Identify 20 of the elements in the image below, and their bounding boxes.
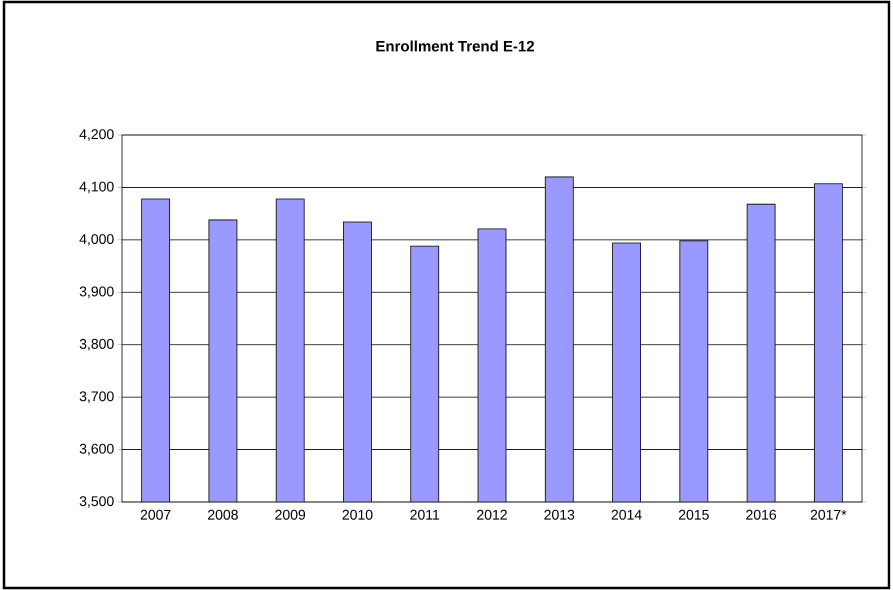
x-tick-label: 2016: [746, 510, 776, 520]
y-tick-label: 4,200: [79, 129, 114, 141]
chart-title: Enrollment Trend E-12: [376, 40, 534, 52]
y-tick-label: 4,100: [79, 182, 114, 194]
x-tick-label: 2015: [678, 510, 709, 520]
x-tick-label: 2009: [275, 510, 306, 520]
y-tick-label: 4,000: [79, 234, 114, 246]
x-tick-label: 2013: [544, 510, 574, 520]
y-tick-label: 3,900: [80, 286, 114, 298]
y-tick-label: 3,800: [80, 338, 114, 350]
x-tick-label: 2008: [208, 510, 238, 520]
y-tick-label: 3,700: [80, 391, 114, 403]
x-tick-label: 2012: [477, 510, 507, 520]
y-tick-label: 3,500: [80, 496, 114, 508]
x-tick-label: 2017*: [810, 510, 846, 520]
x-tick-label: 2011: [410, 510, 440, 520]
x-tick-label: 2010: [342, 510, 372, 520]
y-tick-label: 3,600: [80, 444, 114, 456]
x-tick-label: 2014: [612, 510, 642, 520]
x-tick-label: 2007: [140, 510, 171, 520]
